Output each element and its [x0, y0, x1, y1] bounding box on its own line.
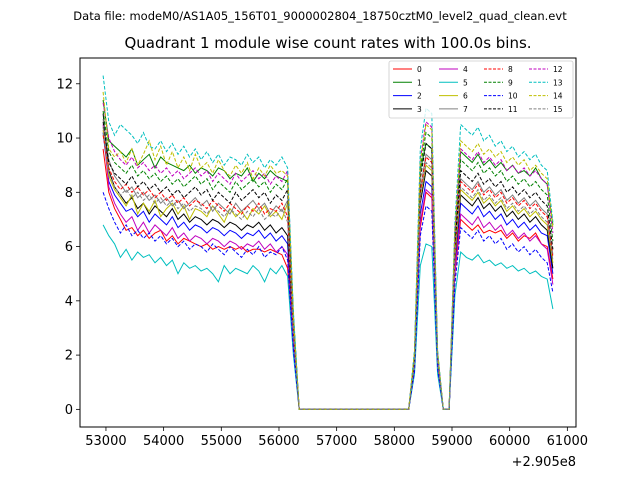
series-line-11 — [102, 121, 554, 410]
x-tick-label: 60000 — [489, 434, 530, 449]
series-line-10 — [102, 192, 554, 410]
y-tick-label: 4 — [65, 294, 73, 309]
plot-frame — [79, 57, 577, 428]
legend-label-14: 14 — [553, 92, 563, 101]
legend-label-9: 9 — [508, 78, 513, 87]
series-line-8 — [102, 135, 554, 410]
legend-label-11: 11 — [508, 105, 518, 114]
x-tick-label: 56000 — [258, 434, 299, 449]
x-offset-label: +2.905e8 — [512, 455, 576, 470]
legend-label-0: 0 — [417, 65, 422, 74]
legend-frame — [388, 60, 574, 119]
x-tick-label: 55000 — [201, 434, 242, 449]
y-tick-label: 0 — [65, 403, 73, 418]
legend-label-5: 5 — [463, 78, 468, 87]
x-axis: 53000 54000 55000 56000 57000 58000 59000 60000… — [85, 427, 588, 449]
y-tick-label: 12 — [56, 77, 73, 92]
legend-label-7: 7 — [463, 105, 468, 114]
legend-label-12: 12 — [553, 65, 563, 74]
x-tick-label: 53000 — [85, 434, 126, 449]
y-tick-label: 6 — [65, 240, 73, 255]
series-layer — [102, 75, 554, 410]
chart-title: Quadrant 1 module wise count rates with … — [124, 34, 531, 52]
legend-label-3: 3 — [417, 105, 422, 114]
plot-area — [80, 58, 576, 427]
y-axis: 0 2 4 6 8 10 12 — [56, 77, 80, 418]
y-tick-label: 10 — [56, 132, 73, 147]
chart-suptitle: Data file: modeM0/AS1A05_156T01_90000028… — [73, 9, 567, 23]
legend-label-1: 1 — [417, 78, 422, 87]
series-line-15 — [102, 127, 554, 410]
x-tick-label: 59000 — [431, 434, 472, 449]
x-tick-label: 58000 — [374, 434, 415, 449]
legend-label-15: 15 — [553, 105, 563, 114]
x-tick-label: 57000 — [316, 434, 357, 449]
legend-label-10: 10 — [508, 92, 518, 101]
legend-label-6: 6 — [463, 92, 468, 101]
series-line-9 — [102, 110, 554, 410]
legend-label-2: 2 — [417, 92, 422, 101]
legend-label-4: 4 — [463, 65, 468, 74]
legend-label-13: 13 — [553, 78, 563, 87]
x-tick-label: 61000 — [547, 434, 588, 449]
y-tick-label: 8 — [65, 186, 73, 201]
legend-label-8: 8 — [508, 65, 513, 74]
y-tick-label: 2 — [65, 349, 73, 364]
x-tick-label: 54000 — [143, 434, 184, 449]
